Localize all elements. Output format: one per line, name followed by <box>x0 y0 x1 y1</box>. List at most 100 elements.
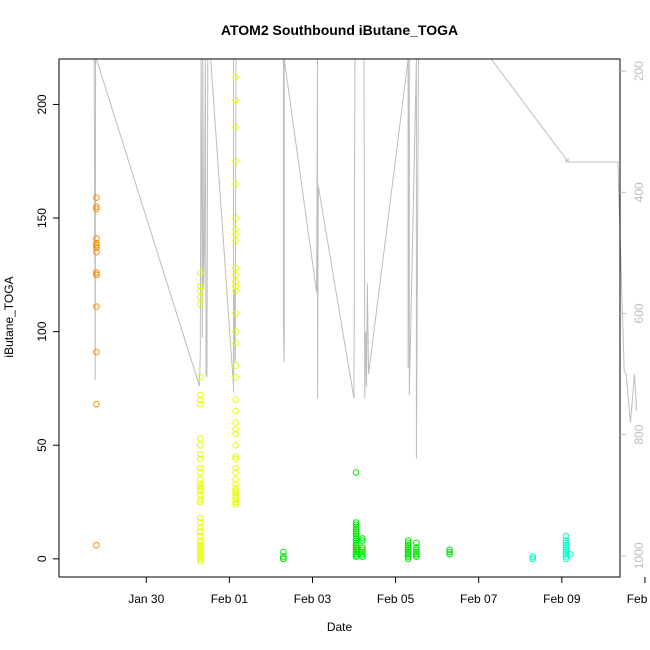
data-point <box>232 491 239 499</box>
data-point <box>93 239 100 247</box>
data-point <box>197 551 204 558</box>
data-point <box>197 539 204 547</box>
data-point <box>197 514 204 522</box>
data-point <box>232 271 239 279</box>
data-point <box>197 498 204 506</box>
data-point <box>197 532 204 540</box>
data-point <box>352 553 360 560</box>
data-point <box>232 339 239 347</box>
data-point <box>197 287 204 295</box>
x-axis-label: Date <box>327 620 353 634</box>
data-point <box>232 480 239 488</box>
data-point <box>232 485 239 492</box>
data-point <box>93 203 100 210</box>
data-point <box>232 310 239 317</box>
data-point <box>352 523 360 531</box>
data-point <box>197 401 204 408</box>
data-point <box>232 328 239 335</box>
data-point <box>232 287 239 295</box>
data-point <box>232 407 239 415</box>
data-point <box>197 294 204 301</box>
x-tick-label: Feb 11 <box>627 592 650 606</box>
data-point <box>232 396 239 404</box>
data-point <box>93 271 100 279</box>
data-point <box>197 557 204 565</box>
data-point <box>232 226 239 233</box>
data-point <box>197 435 204 442</box>
data-point <box>404 537 412 544</box>
data-point <box>446 551 453 558</box>
data-point <box>359 546 366 554</box>
data-point <box>197 528 204 535</box>
data-point <box>197 523 204 531</box>
data-point <box>197 482 204 490</box>
data-point <box>197 480 204 488</box>
data-point <box>413 546 420 554</box>
data-point <box>359 551 366 558</box>
data-point <box>352 541 360 549</box>
data-point <box>232 496 239 504</box>
chart-title: ATOM2 Southbound iButane_TOGA <box>221 22 458 38</box>
data-point <box>404 546 412 554</box>
data-point <box>197 269 204 276</box>
data-point <box>93 269 100 276</box>
data-point <box>197 485 204 492</box>
data-point <box>566 551 574 558</box>
data-point <box>413 551 420 558</box>
data-point <box>404 539 412 547</box>
data-point <box>93 205 100 213</box>
data-point <box>404 548 412 556</box>
data-point <box>232 464 239 472</box>
data-point <box>232 230 239 238</box>
data-point <box>352 526 360 533</box>
data-point <box>404 541 412 549</box>
data-point <box>232 278 239 285</box>
y2-tick-label: 1000 <box>632 542 646 569</box>
data-point <box>404 551 412 558</box>
data-point <box>352 532 360 540</box>
data-point <box>413 553 420 560</box>
data-point <box>197 544 204 551</box>
data-point <box>197 464 204 472</box>
data-point <box>352 528 360 535</box>
y-tick-label: 100 <box>35 321 49 341</box>
y2-tick-label: 800 <box>632 424 646 444</box>
data-point <box>197 469 204 476</box>
data-point <box>529 553 537 560</box>
data-point <box>359 553 366 560</box>
data-point <box>93 194 100 201</box>
data-point <box>93 303 100 310</box>
data-point <box>197 455 204 463</box>
data-point <box>446 548 453 556</box>
data-point <box>232 237 239 245</box>
x-tick-label: Jan 30 <box>128 592 164 606</box>
data-point <box>232 476 239 483</box>
data-point <box>359 537 366 544</box>
data-point <box>232 494 239 501</box>
data-point <box>197 555 204 563</box>
data-point <box>232 96 239 104</box>
data-point <box>232 469 239 476</box>
data-point <box>232 453 239 460</box>
data-point <box>562 551 570 558</box>
data-point <box>359 548 366 556</box>
data-point <box>232 430 239 438</box>
data-point <box>404 544 412 551</box>
data-point <box>280 555 287 563</box>
y-tick-label: 150 <box>35 208 49 228</box>
data-point <box>232 264 239 272</box>
data-point <box>413 544 420 551</box>
y-axis-label: iButane_TOGA <box>2 276 16 357</box>
data-point <box>93 248 100 256</box>
data-point <box>197 548 204 556</box>
data-point <box>197 476 204 483</box>
data-point <box>93 541 100 549</box>
data-point <box>352 539 360 547</box>
data-point <box>197 301 204 308</box>
data-point <box>197 519 204 526</box>
x-tick-label: Feb 09 <box>543 592 581 606</box>
data-point <box>562 537 570 544</box>
data-point <box>197 546 204 554</box>
data-point <box>352 469 360 476</box>
